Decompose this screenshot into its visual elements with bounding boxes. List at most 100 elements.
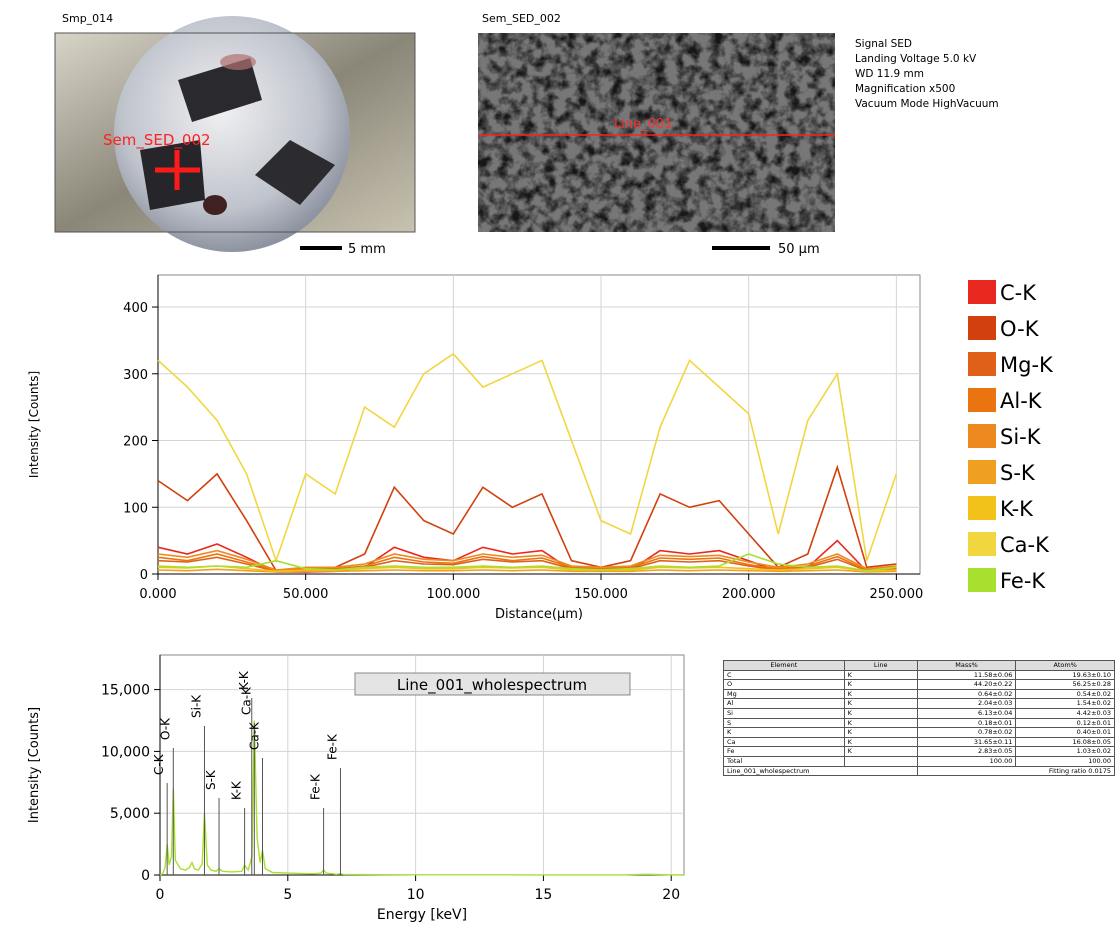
table-cell: Line_001_wholespectrum <box>723 765 918 777</box>
table-row: O K 44.20±0.22 56.25±0.28 <box>723 679 1115 690</box>
x-tick-label: 10 <box>407 887 425 903</box>
y-tick-label: 5,000 <box>110 806 150 822</box>
info-line: Signal SED <box>855 38 912 50</box>
peak-label: Ca-K <box>239 686 253 715</box>
peak-label: K-K <box>237 670 251 690</box>
y-tick-label: 100 <box>123 501 148 516</box>
table-cell: K <box>843 727 918 738</box>
table-cell: Element <box>723 660 845 671</box>
legend-swatch <box>968 532 996 556</box>
table-row: Fe K 2.83±0.05 1.03±0.02 <box>723 746 1115 757</box>
table-row: Al K 2.04±0.03 1.54±0.02 <box>723 698 1115 709</box>
legend-swatch <box>968 316 996 340</box>
legend-label: C-K <box>1000 281 1037 305</box>
table-cell: 19.63±0.10 <box>1015 669 1115 681</box>
x-tick-label: 50.000 <box>283 587 329 602</box>
sample-stain <box>203 195 227 215</box>
x-tick-label: 0.000 <box>139 587 176 602</box>
table-cell: K <box>843 717 918 729</box>
peak-label: Si-K <box>189 694 203 718</box>
y-tick-label: 300 <box>123 368 148 383</box>
table-cell: Mg <box>723 688 845 700</box>
legend-box <box>354 672 631 696</box>
legend-swatch <box>968 496 996 520</box>
table-cell: K <box>843 746 918 757</box>
peak-label: Fe-K <box>325 733 339 760</box>
legend-label: O-K <box>1000 317 1040 341</box>
table-cell: K <box>843 736 918 748</box>
table-cell: K <box>843 707 918 719</box>
legend-label: Mg-K <box>1000 353 1054 377</box>
table-cell: Atom% <box>1015 660 1115 671</box>
table-row: C K 11.58±0.06 19.63±0.10 <box>723 669 1115 681</box>
table-cell: 4.42±0.03 <box>1015 707 1115 719</box>
x-tick-label: 150.000 <box>574 587 628 602</box>
table-row: S K 0.18±0.01 0.12±0.01 <box>723 717 1115 729</box>
data-line <box>157 352 898 564</box>
peak-label: K-K <box>230 780 244 800</box>
table-cell: 1.54±0.02 <box>1015 698 1115 709</box>
table-cell: Al <box>723 698 845 709</box>
sample-piece <box>140 140 205 210</box>
table-cell: Ca <box>723 736 845 748</box>
legend-label: Fe-K <box>1000 569 1046 593</box>
table-cell: 100.00 <box>1015 755 1115 767</box>
table-cell: S <box>723 717 845 729</box>
y-tick-label: 200 <box>123 435 148 450</box>
sample-piece <box>255 140 335 205</box>
peak-label: O-K <box>158 717 172 740</box>
table-cell: Fitting ratio 0.0175 <box>916 765 1116 777</box>
info-line: WD 11.9 mm <box>855 68 924 80</box>
legend-swatch <box>968 352 996 376</box>
scale-label: 5 mm <box>348 242 386 257</box>
table-cell: 6.13±0.04 <box>916 707 1017 719</box>
table-cell: C <box>723 669 845 681</box>
legend-label: Al-K <box>1000 389 1043 413</box>
sem-texture <box>478 33 835 232</box>
table-cell: K <box>843 698 918 709</box>
table-cell: 0.18±0.01 <box>916 717 1017 729</box>
table-cell: 100.00 <box>916 755 1017 767</box>
info-line: Landing Voltage 5.0 kV <box>855 53 977 65</box>
table-row: Si K 6.13±0.04 4.42±0.03 <box>723 707 1115 719</box>
table-cell: 56.25±0.28 <box>1015 679 1115 690</box>
table-cell: 0.64±0.02 <box>916 688 1017 700</box>
table-row: Mg K 0.64±0.02 0.54±0.02 <box>723 688 1115 700</box>
table-cell: Si <box>723 707 845 719</box>
y-tick-label: 0 <box>140 568 148 583</box>
legend-label: Line_001_wholespectrum <box>397 676 587 695</box>
legend-swatch <box>968 424 996 448</box>
table-cell: 16.08±0.05 <box>1015 736 1115 748</box>
x-tick-label: 5 <box>283 887 292 903</box>
data-line <box>157 565 897 573</box>
legend-label: S-K <box>1000 461 1036 485</box>
table-row: Line_001_wholespectrum Fitting ratio 0.01… <box>723 765 1116 777</box>
table-cell: 0.40±0.01 <box>1015 727 1115 738</box>
data-line <box>157 553 897 572</box>
info-line: Vacuum Mode HighVacuum <box>855 98 999 110</box>
photo-title: Smp_014 <box>62 12 113 25</box>
table-cell: K <box>723 727 845 738</box>
table-cell: 0.12±0.01 <box>1015 717 1115 729</box>
y-tick-label: 400 <box>123 301 148 316</box>
table-cell: K <box>843 679 918 690</box>
peak-label: S-K <box>204 769 218 790</box>
x-axis-label: Distance(µm) <box>495 607 583 622</box>
table-cell: 31.65±0.11 <box>916 736 1017 748</box>
y-axis-label: Intensity [Counts] <box>27 371 41 478</box>
sample-stain <box>220 54 256 70</box>
x-axis-label: Energy [keV] <box>377 907 467 923</box>
table-cell: 0.78±0.02 <box>916 727 1017 738</box>
table-cell <box>843 755 918 767</box>
y-tick-label: 10,000 <box>101 744 150 760</box>
table-row: Element Line Mass% Atom% <box>723 660 1115 671</box>
legend-swatch <box>968 388 996 412</box>
legend-label: Ca-K <box>1000 533 1050 557</box>
table-cell: Total <box>723 755 845 767</box>
legend-swatch <box>968 280 996 304</box>
table-cell: 2.83±0.05 <box>916 746 1017 757</box>
table-row: K K 0.78±0.02 0.40±0.01 <box>723 727 1115 738</box>
x-tick-label: 250.000 <box>869 587 923 602</box>
photo-title: Sem_SED_002 <box>482 12 561 25</box>
